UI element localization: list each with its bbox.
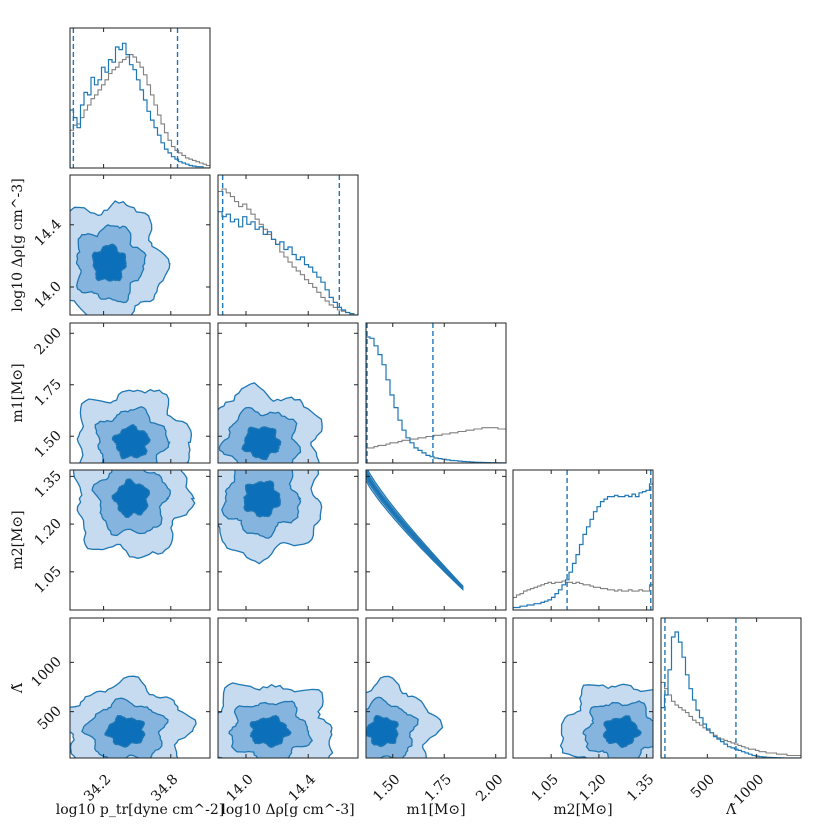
panel-frame <box>217 322 359 464</box>
contour-level-2 <box>241 426 282 461</box>
contour-level-2 <box>111 478 151 519</box>
panel-m2-m2 <box>512 469 654 611</box>
x-tick-label-m2: 1.20 <box>576 771 609 804</box>
panel-m1-m1 <box>365 322 507 464</box>
y-axis-label-m1: m1[M⊙] <box>10 363 26 422</box>
panel-frame <box>660 617 802 759</box>
x-tick-label-ptr: 34.8 <box>148 771 181 804</box>
contour-level-2 <box>602 715 642 748</box>
x-tick-label-m1: 2.00 <box>473 771 506 804</box>
panel-frame <box>512 617 654 759</box>
contour-level-2 <box>366 714 399 747</box>
panel-drho-ptr: 14.0 14.4 log10 Δρ[g cm^-3] <box>10 174 211 316</box>
x-axis-label-drho: log10 Δρ[g cm^-3] <box>221 802 354 818</box>
contour-level-1 <box>366 470 464 591</box>
y-tick-label-m1: 1.50 <box>31 428 64 461</box>
histogram-post-lambda <box>661 631 801 758</box>
y-tick-label-m1: 2.00 <box>31 325 64 358</box>
panel-frame <box>217 617 359 759</box>
panel-frame <box>365 617 507 759</box>
panel-frame <box>365 322 507 464</box>
contour-level-2 <box>104 715 146 748</box>
y-axis-label-drho: log10 Δρ[g cm^-3] <box>10 178 26 311</box>
x-tick-label-lambda: 500 <box>688 771 718 801</box>
y-tick-label-m2: 1.05 <box>31 563 64 596</box>
x-axis-label-m1: m1[M⊙] <box>406 802 465 818</box>
y-tick-label-lambda: 1000 <box>28 654 65 691</box>
panel-m2-drho <box>217 469 359 611</box>
panel-frame <box>69 322 211 464</box>
panel-m1-ptr: 1.50 1.75 2.00 m1[M⊙] <box>10 322 211 464</box>
histogram-prior-ptr <box>70 54 210 168</box>
x-tick-label-ptr: 34.2 <box>81 771 114 804</box>
y-tick-label-drho: 14.4 <box>31 216 64 249</box>
panel-ptr-ptr <box>69 27 211 169</box>
contour-level-2 <box>91 243 127 282</box>
panel-frame <box>69 27 211 169</box>
x-tick-label-m1: 1.50 <box>370 771 403 804</box>
contour-level-2 <box>366 471 464 590</box>
panel-frame <box>69 469 211 611</box>
histogram-post-m1 <box>366 336 506 463</box>
y-axis-label-lambda: Λ̃ <box>10 682 26 694</box>
y-axis-label-m2: m2[M⊙] <box>10 510 26 569</box>
panel-lambda-m2: 1.05 1.20 1.35 m2[M⊙] <box>512 617 657 818</box>
panel-frame <box>217 469 359 611</box>
x-tick-label-m2: 1.35 <box>624 771 657 804</box>
histogram-post-drho <box>218 211 358 315</box>
y-tick-label-m1: 1.75 <box>31 376 64 409</box>
x-axis-label-lambda: Λ̃ <box>725 802 737 818</box>
contour-level-2 <box>249 714 292 748</box>
panel-drho-drho <box>217 174 359 316</box>
panel-frame <box>69 617 211 759</box>
histogram-prior-m1 <box>366 427 506 463</box>
contour-level-2 <box>111 424 151 460</box>
x-tick-label-m1: 1.75 <box>422 771 455 804</box>
x-tick-label-drho: 14.4 <box>286 771 319 804</box>
panel-m2-ptr: 1.05 1.20 1.35 m2[M⊙] <box>10 468 211 611</box>
panel-frame <box>512 469 654 611</box>
panel-m1-drho <box>217 322 359 464</box>
histogram-post-m2 <box>513 483 653 610</box>
x-tick-label-lambda: 1000 <box>731 771 768 808</box>
panel-frame <box>217 174 359 316</box>
panel-frame <box>365 469 507 611</box>
panel-frame <box>69 174 211 316</box>
y-tick-label-m2: 1.35 <box>31 468 64 501</box>
panel-m2-m1 <box>365 469 507 611</box>
x-tick-label-drho: 14.0 <box>223 771 256 804</box>
histogram-post-ptr <box>70 42 210 168</box>
x-axis-label-m2: m2[M⊙] <box>553 802 612 818</box>
contour-level-2 <box>243 480 282 518</box>
x-tick-label-m2: 1.05 <box>529 771 562 804</box>
y-tick-label-drho: 14.0 <box>31 279 64 312</box>
panel-lambda-m1: 1.50 1.75 2.00 m1[M⊙] <box>365 617 507 818</box>
y-tick-label-m2: 1.20 <box>31 516 64 549</box>
y-tick-label-lambda: 500 <box>35 703 65 733</box>
histogram-prior-lambda <box>661 681 801 758</box>
histogram-prior-m2 <box>513 580 653 610</box>
histogram-prior-drho <box>218 188 358 315</box>
x-axis-label-ptr: log10 p_tr[dyne cm^-2] <box>56 802 224 818</box>
